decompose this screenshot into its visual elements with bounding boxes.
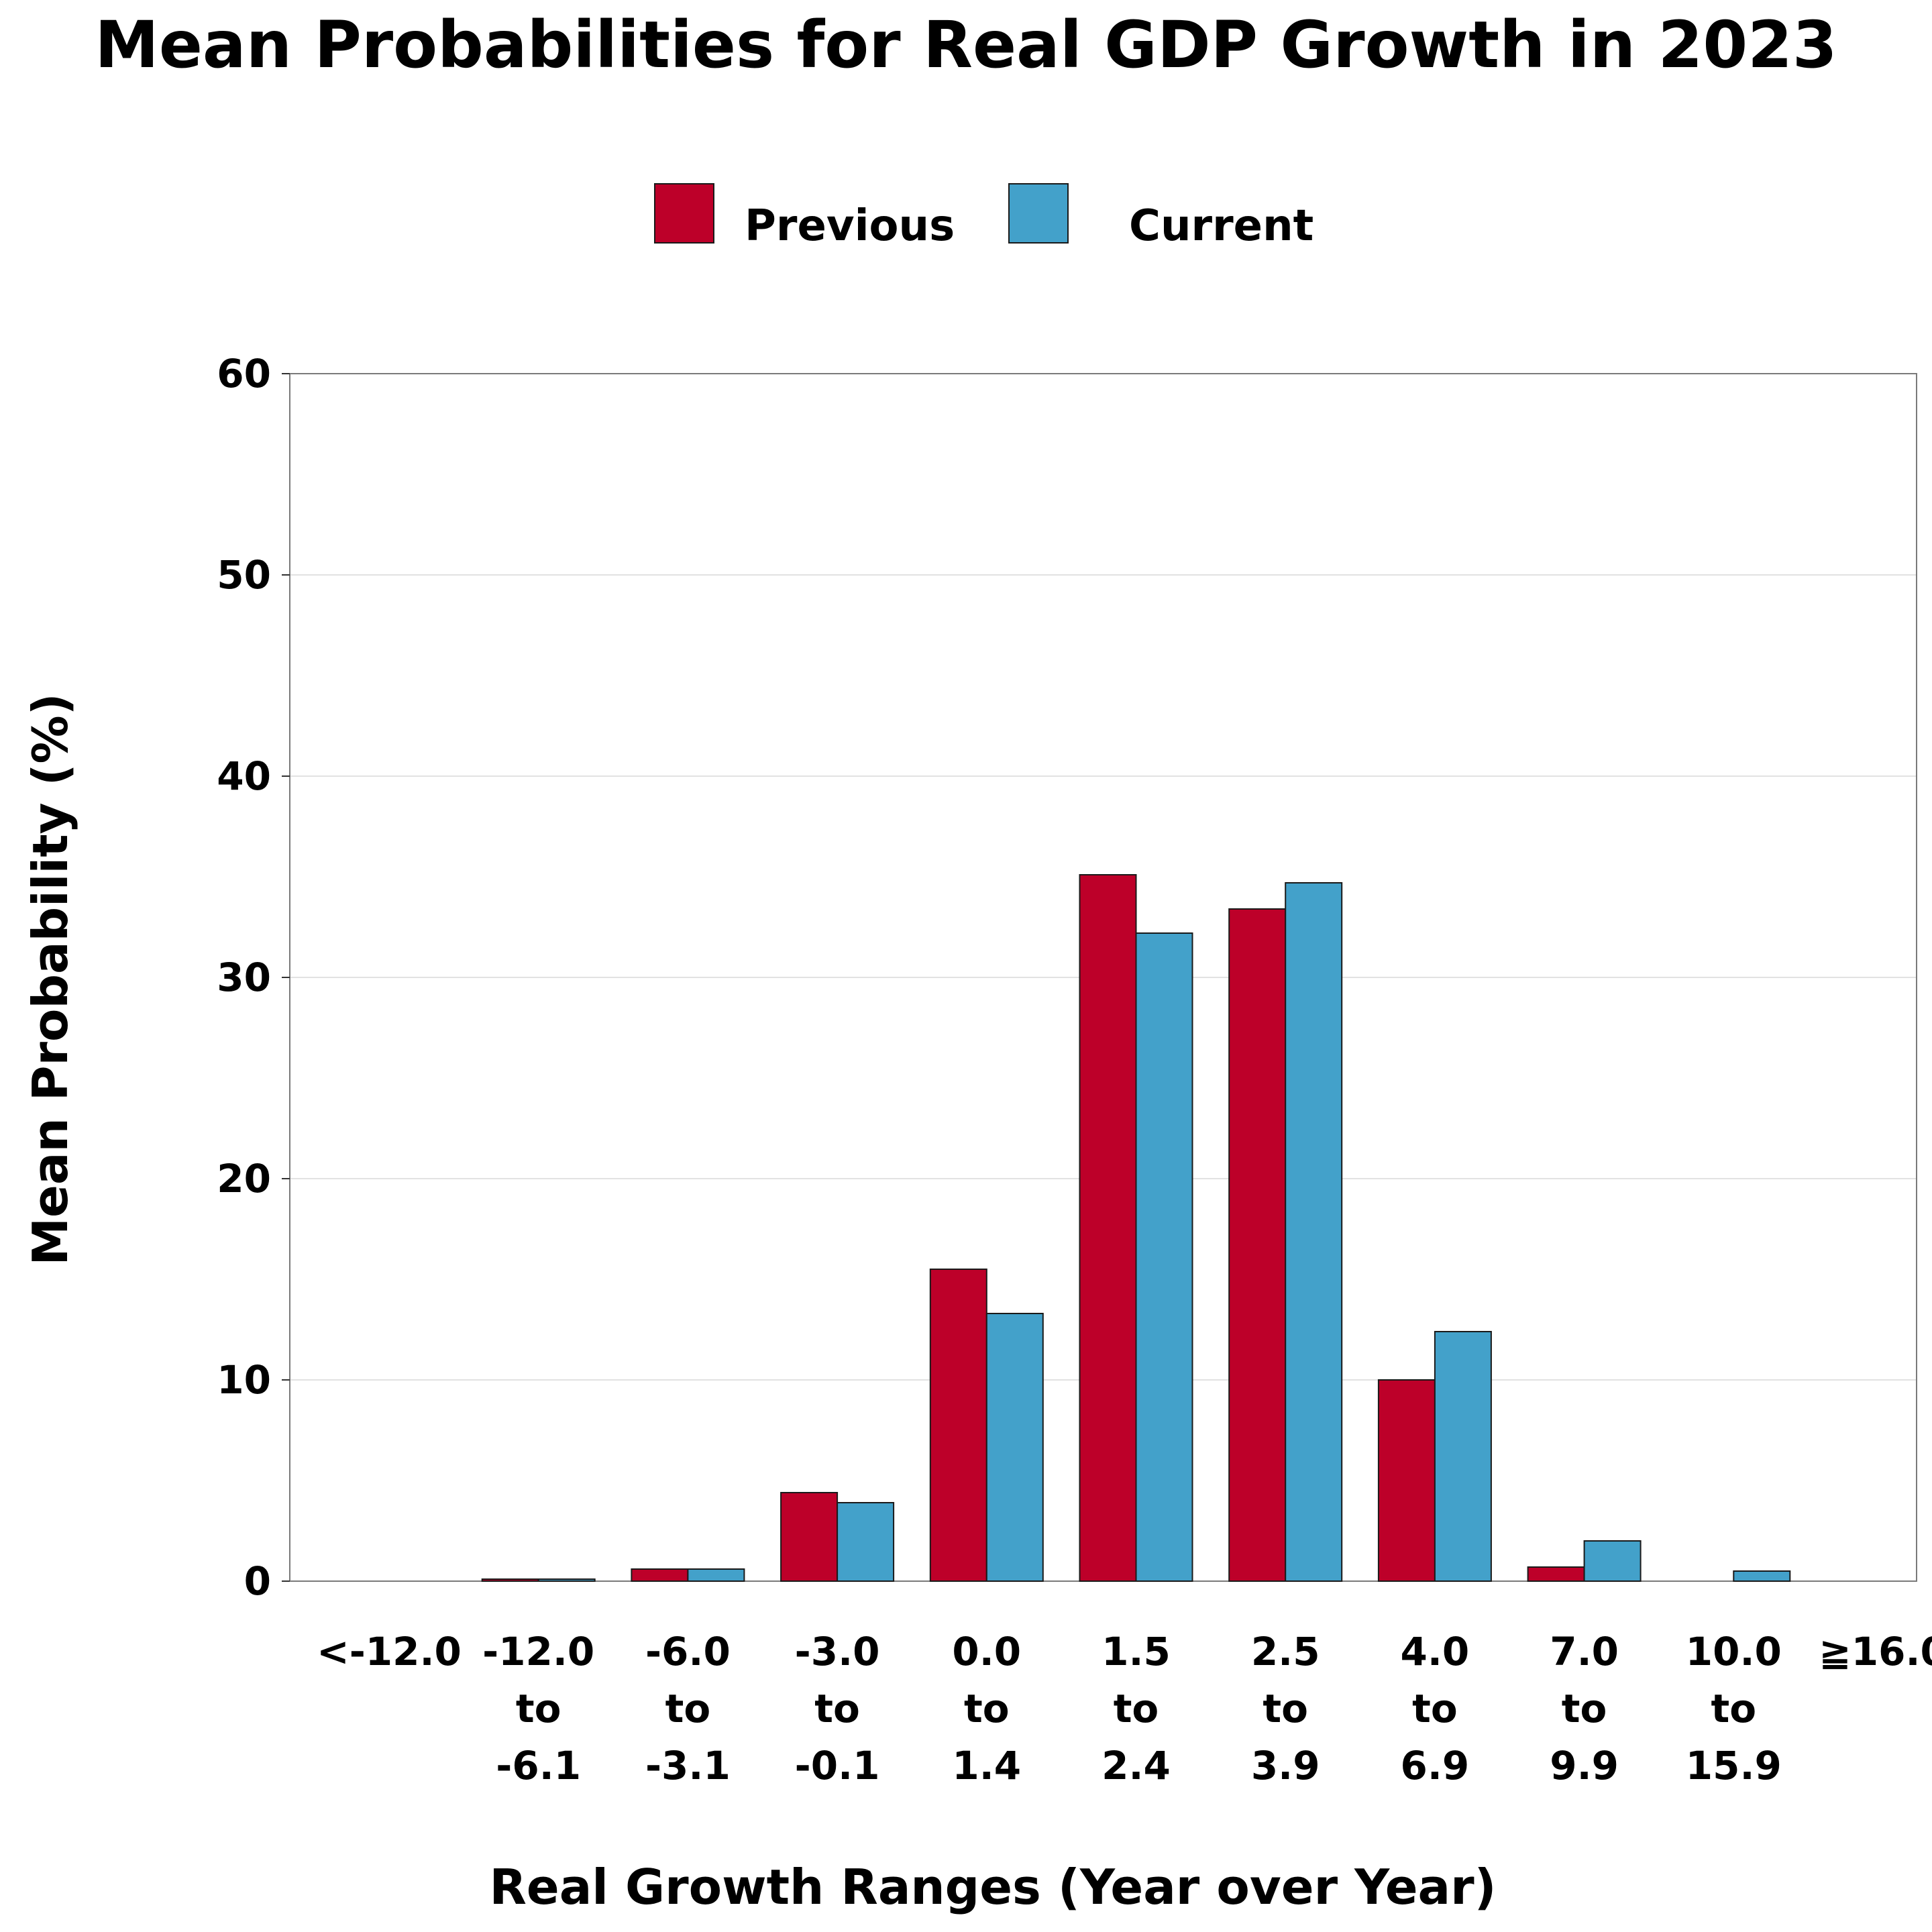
bar-previous-5 — [1079, 874, 1137, 1582]
x-tick-label: 7.0 — [1550, 1629, 1619, 1674]
x-tick-label: to — [665, 1686, 711, 1731]
x-tick-label: 9.9 — [1550, 1743, 1619, 1788]
x-tick-label: to — [1412, 1686, 1458, 1731]
legend-swatch-previous — [654, 183, 714, 244]
x-tick-label: 3.9 — [1251, 1743, 1320, 1788]
x-tick-label: ≧16.0 — [1819, 1629, 1932, 1674]
legend-label-previous: Previous — [745, 201, 955, 251]
y-tick-label: 20 — [217, 1156, 271, 1201]
bar-previous-7 — [1377, 1379, 1436, 1582]
x-tick-label: to — [1114, 1686, 1159, 1731]
x-tick-label: -6.0 — [645, 1629, 731, 1674]
chart-title: Mean Probabilities for Real GDP Growth i… — [95, 7, 1837, 83]
x-tick-label: to — [1263, 1686, 1308, 1731]
y-tick-label: 50 — [217, 552, 271, 598]
x-tick-label: to — [964, 1686, 1010, 1731]
x-tick-label: <-12.0 — [317, 1629, 462, 1674]
y-tick-label: 40 — [217, 753, 271, 799]
bar-current-1 — [537, 1578, 596, 1582]
x-tick-label: -0.1 — [795, 1743, 880, 1788]
y-axis: 0 10 20 30 40 50 60 — [217, 351, 290, 1604]
x-tick-label: -3.1 — [645, 1743, 731, 1788]
x-tick-label: 2.5 — [1251, 1629, 1320, 1674]
bars — [481, 874, 1791, 1582]
bar-current-6 — [1285, 882, 1343, 1582]
bar-current-2 — [687, 1568, 745, 1582]
x-tick-label: -3.0 — [795, 1629, 880, 1674]
legend: Previous Current — [654, 183, 1313, 251]
x-tick-label: to — [814, 1686, 860, 1731]
bar-current-8 — [1583, 1540, 1642, 1582]
x-tick-label: to — [1562, 1686, 1607, 1731]
bar-current-5 — [1135, 932, 1193, 1582]
x-axis-label: Real Growth Ranges (Year over Year) — [489, 1859, 1496, 1915]
bar-current-3 — [837, 1502, 895, 1582]
y-tick-label: 60 — [217, 351, 271, 396]
x-tick-label: to — [1711, 1686, 1757, 1731]
bar-previous-2 — [631, 1568, 689, 1582]
y-tick-label: 10 — [217, 1357, 271, 1403]
x-tick-label: -6.1 — [496, 1743, 581, 1788]
bar-previous-3 — [780, 1492, 839, 1582]
x-tick-label: to — [516, 1686, 561, 1731]
y-axis-label: Mean Probability (%) — [22, 693, 78, 1265]
x-tick-label: 4.0 — [1401, 1629, 1470, 1674]
bar-current-9 — [1733, 1570, 1791, 1582]
legend-label-current: Current — [1129, 201, 1313, 251]
legend-swatch-current — [1008, 183, 1069, 244]
x-tick-label: 6.9 — [1401, 1743, 1470, 1788]
bar-previous-6 — [1228, 908, 1287, 1582]
x-tick-label: 1.4 — [952, 1743, 1021, 1788]
bar-current-4 — [985, 1313, 1044, 1582]
bar-current-7 — [1434, 1331, 1492, 1582]
x-tick-label: 10.0 — [1686, 1629, 1782, 1674]
x-tick-label: 1.5 — [1102, 1629, 1171, 1674]
x-axis: <-12.0 -12.0 to -6.1 -6.0 to -3.1 -3.0 to -0.1 0.0… — [317, 1629, 1932, 1788]
x-tick-label: 0.0 — [952, 1629, 1021, 1674]
x-tick-label: 15.9 — [1686, 1743, 1782, 1788]
bar-previous-1 — [481, 1578, 539, 1582]
x-tick-label: -12.0 — [482, 1629, 594, 1674]
bar-previous-4 — [929, 1269, 987, 1582]
y-tick-label: 0 — [244, 1558, 271, 1604]
y-tick-label: 30 — [217, 955, 271, 1000]
x-tick-label: 2.4 — [1102, 1743, 1171, 1788]
bar-previous-8 — [1527, 1566, 1585, 1582]
